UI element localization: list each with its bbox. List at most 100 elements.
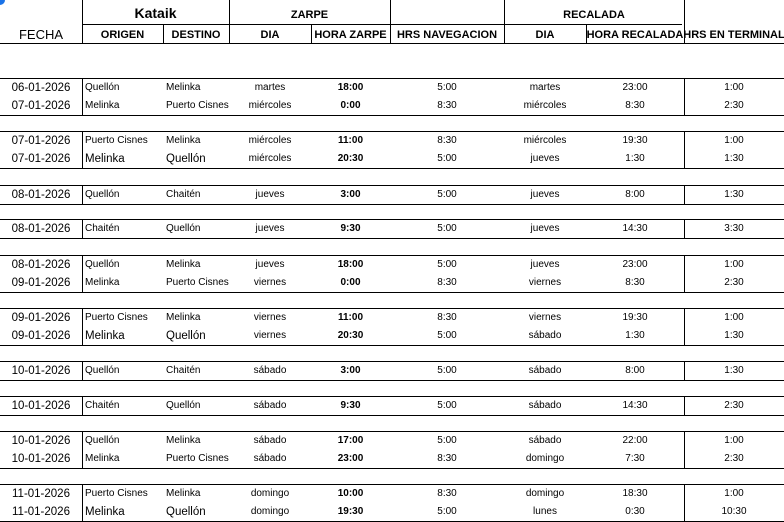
cell-fecha[interactable]: 07-01-2026: [11, 153, 71, 165]
cell-origen[interactable]: Puerto Cisnes: [85, 488, 148, 499]
cell-hora-recalada[interactable]: 23:00: [622, 82, 648, 93]
cell-zarpe-dia[interactable]: sábado: [253, 400, 287, 411]
cell-origen[interactable]: Melinka: [85, 153, 125, 165]
cell-origen[interactable]: Puerto Cisnes: [85, 312, 148, 323]
cell-hora-recalada[interactable]: 22:00: [622, 435, 648, 446]
cell-recalada-dia[interactable]: domingo: [525, 453, 565, 464]
cell-hrs-terminal[interactable]: 1:00: [724, 135, 744, 146]
cell-origen[interactable]: Quellón: [85, 435, 120, 446]
cell-recalada-dia[interactable]: jueves: [530, 153, 560, 164]
cell-hora-recalada[interactable]: 8:00: [625, 365, 645, 376]
cell-zarpe-dia[interactable]: jueves: [255, 259, 285, 270]
cell-zarpe-dia[interactable]: martes: [254, 82, 286, 93]
cell-zarpe-dia[interactable]: sábado: [253, 365, 287, 376]
cell-zarpe-dia[interactable]: viernes: [253, 277, 287, 288]
cell-hora-recalada[interactable]: 18:30: [622, 488, 648, 499]
cell-origen[interactable]: Quellón: [85, 259, 120, 270]
cell-destino[interactable]: Quellón: [166, 223, 201, 234]
cell-hrs-terminal[interactable]: 2:30: [724, 277, 744, 288]
cell-hora-zarpe[interactable]: 19:30: [337, 506, 364, 517]
cell-fecha[interactable]: 06-01-2026: [11, 82, 71, 94]
cell-zarpe-dia[interactable]: viernes: [253, 330, 287, 341]
cell-destino[interactable]: Puerto Cisnes: [166, 453, 229, 464]
cell-hrs-terminal[interactable]: 1:00: [724, 312, 744, 323]
cell-zarpe-dia[interactable]: domingo: [250, 488, 290, 499]
cell-hrs-terminal[interactable]: 1:00: [724, 259, 744, 270]
cell-fecha[interactable]: 08-01-2026: [11, 189, 71, 201]
cell-hrs-navegacion[interactable]: 5:00: [437, 506, 457, 517]
cell-fecha[interactable]: 09-01-2026: [11, 312, 71, 324]
cell-hora-zarpe[interactable]: 17:00: [337, 435, 364, 446]
cell-origen[interactable]: Melinka: [85, 506, 125, 518]
cell-zarpe-dia[interactable]: sábado: [253, 453, 287, 464]
cell-origen[interactable]: Melinka: [85, 330, 125, 342]
cell-fecha[interactable]: 08-01-2026: [11, 223, 71, 235]
cell-destino[interactable]: Puerto Cisnes: [166, 277, 229, 288]
cell-hrs-terminal[interactable]: 1:30: [724, 330, 744, 341]
cell-hrs-navegacion[interactable]: 5:00: [437, 259, 457, 270]
cell-zarpe-dia[interactable]: miércoles: [248, 100, 292, 111]
cell-destino[interactable]: Chaitén: [166, 365, 201, 376]
cell-hrs-navegacion[interactable]: 8:30: [437, 277, 457, 288]
cell-hrs-navegacion[interactable]: 8:30: [437, 312, 457, 323]
cell-hora-recalada[interactable]: 23:00: [622, 259, 648, 270]
cell-recalada-dia[interactable]: domingo: [525, 488, 565, 499]
cell-hora-zarpe[interactable]: 11:00: [337, 312, 364, 323]
cell-hora-recalada[interactable]: 14:30: [622, 400, 648, 411]
cell-hrs-navegacion[interactable]: 5:00: [437, 400, 457, 411]
cell-fecha[interactable]: 10-01-2026: [11, 365, 71, 377]
cell-hora-zarpe[interactable]: 10:00: [337, 488, 364, 499]
cell-recalada-dia[interactable]: jueves: [530, 223, 560, 234]
cell-hrs-terminal[interactable]: 1:30: [724, 189, 744, 200]
cell-hrs-terminal[interactable]: 2:30: [724, 453, 744, 464]
cell-origen[interactable]: Quellón: [85, 82, 120, 93]
cell-hora-zarpe[interactable]: 9:30: [340, 223, 361, 234]
cell-destino[interactable]: Melinka: [166, 488, 201, 499]
cell-hora-recalada[interactable]: 8:00: [625, 189, 645, 200]
cell-hrs-navegacion[interactable]: 5:00: [437, 435, 457, 446]
cell-fecha[interactable]: 10-01-2026: [11, 453, 71, 465]
cell-hrs-navegacion[interactable]: 5:00: [437, 223, 457, 234]
cell-origen[interactable]: Melinka: [85, 453, 120, 464]
cell-hora-zarpe[interactable]: 23:00: [337, 453, 364, 464]
cell-hora-zarpe[interactable]: 9:30: [340, 400, 361, 411]
cell-hora-recalada[interactable]: 0:30: [625, 506, 645, 517]
cell-zarpe-dia[interactable]: miércoles: [248, 153, 292, 164]
cell-destino[interactable]: Quellón: [166, 506, 206, 518]
cell-recalada-dia[interactable]: martes: [529, 82, 561, 93]
cell-hora-recalada[interactable]: 1:30: [625, 330, 645, 341]
cell-hora-zarpe[interactable]: 3:00: [340, 365, 361, 376]
cell-fecha[interactable]: 07-01-2026: [11, 100, 71, 112]
cell-hrs-terminal[interactable]: 1:30: [724, 153, 744, 164]
cell-destino[interactable]: Melinka: [166, 135, 201, 146]
cell-hora-recalada[interactable]: 19:30: [622, 312, 648, 323]
cell-hora-zarpe[interactable]: 18:00: [337, 82, 364, 93]
cell-destino[interactable]: Chaitén: [166, 189, 201, 200]
cell-zarpe-dia[interactable]: viernes: [253, 312, 287, 323]
cell-destino[interactable]: Melinka: [166, 259, 201, 270]
cell-hora-recalada[interactable]: 19:30: [622, 135, 648, 146]
cell-destino[interactable]: Quellón: [166, 400, 201, 411]
cell-zarpe-dia[interactable]: miércoles: [248, 135, 292, 146]
cell-hrs-navegacion[interactable]: 5:00: [437, 153, 457, 164]
cell-hora-recalada[interactable]: 8:30: [625, 277, 645, 288]
cell-recalada-dia[interactable]: jueves: [530, 189, 560, 200]
cell-hrs-navegacion[interactable]: 8:30: [437, 100, 457, 111]
cell-origen[interactable]: Chaitén: [85, 400, 120, 411]
cell-destino[interactable]: Melinka: [166, 82, 201, 93]
cell-fecha[interactable]: 10-01-2026: [11, 435, 71, 447]
cell-recalada-dia[interactable]: sábado: [528, 365, 562, 376]
cell-hrs-terminal[interactable]: 1:00: [724, 82, 744, 93]
cell-zarpe-dia[interactable]: domingo: [250, 506, 290, 517]
cell-hrs-terminal[interactable]: 1:30: [724, 365, 744, 376]
cell-hrs-navegacion[interactable]: 5:00: [437, 82, 457, 93]
cell-hora-recalada[interactable]: 14:30: [622, 223, 648, 234]
cell-zarpe-dia[interactable]: jueves: [255, 223, 285, 234]
cell-fecha[interactable]: 11-01-2026: [12, 488, 70, 500]
cell-origen[interactable]: Quellón: [85, 189, 120, 200]
cell-hora-zarpe[interactable]: 0:00: [340, 100, 361, 111]
cell-selection-handle[interactable]: [0, 0, 5, 5]
cell-hrs-navegacion[interactable]: 8:30: [437, 488, 457, 499]
cell-hrs-terminal[interactable]: 1:00: [724, 435, 744, 446]
cell-recalada-dia[interactable]: sábado: [528, 400, 562, 411]
